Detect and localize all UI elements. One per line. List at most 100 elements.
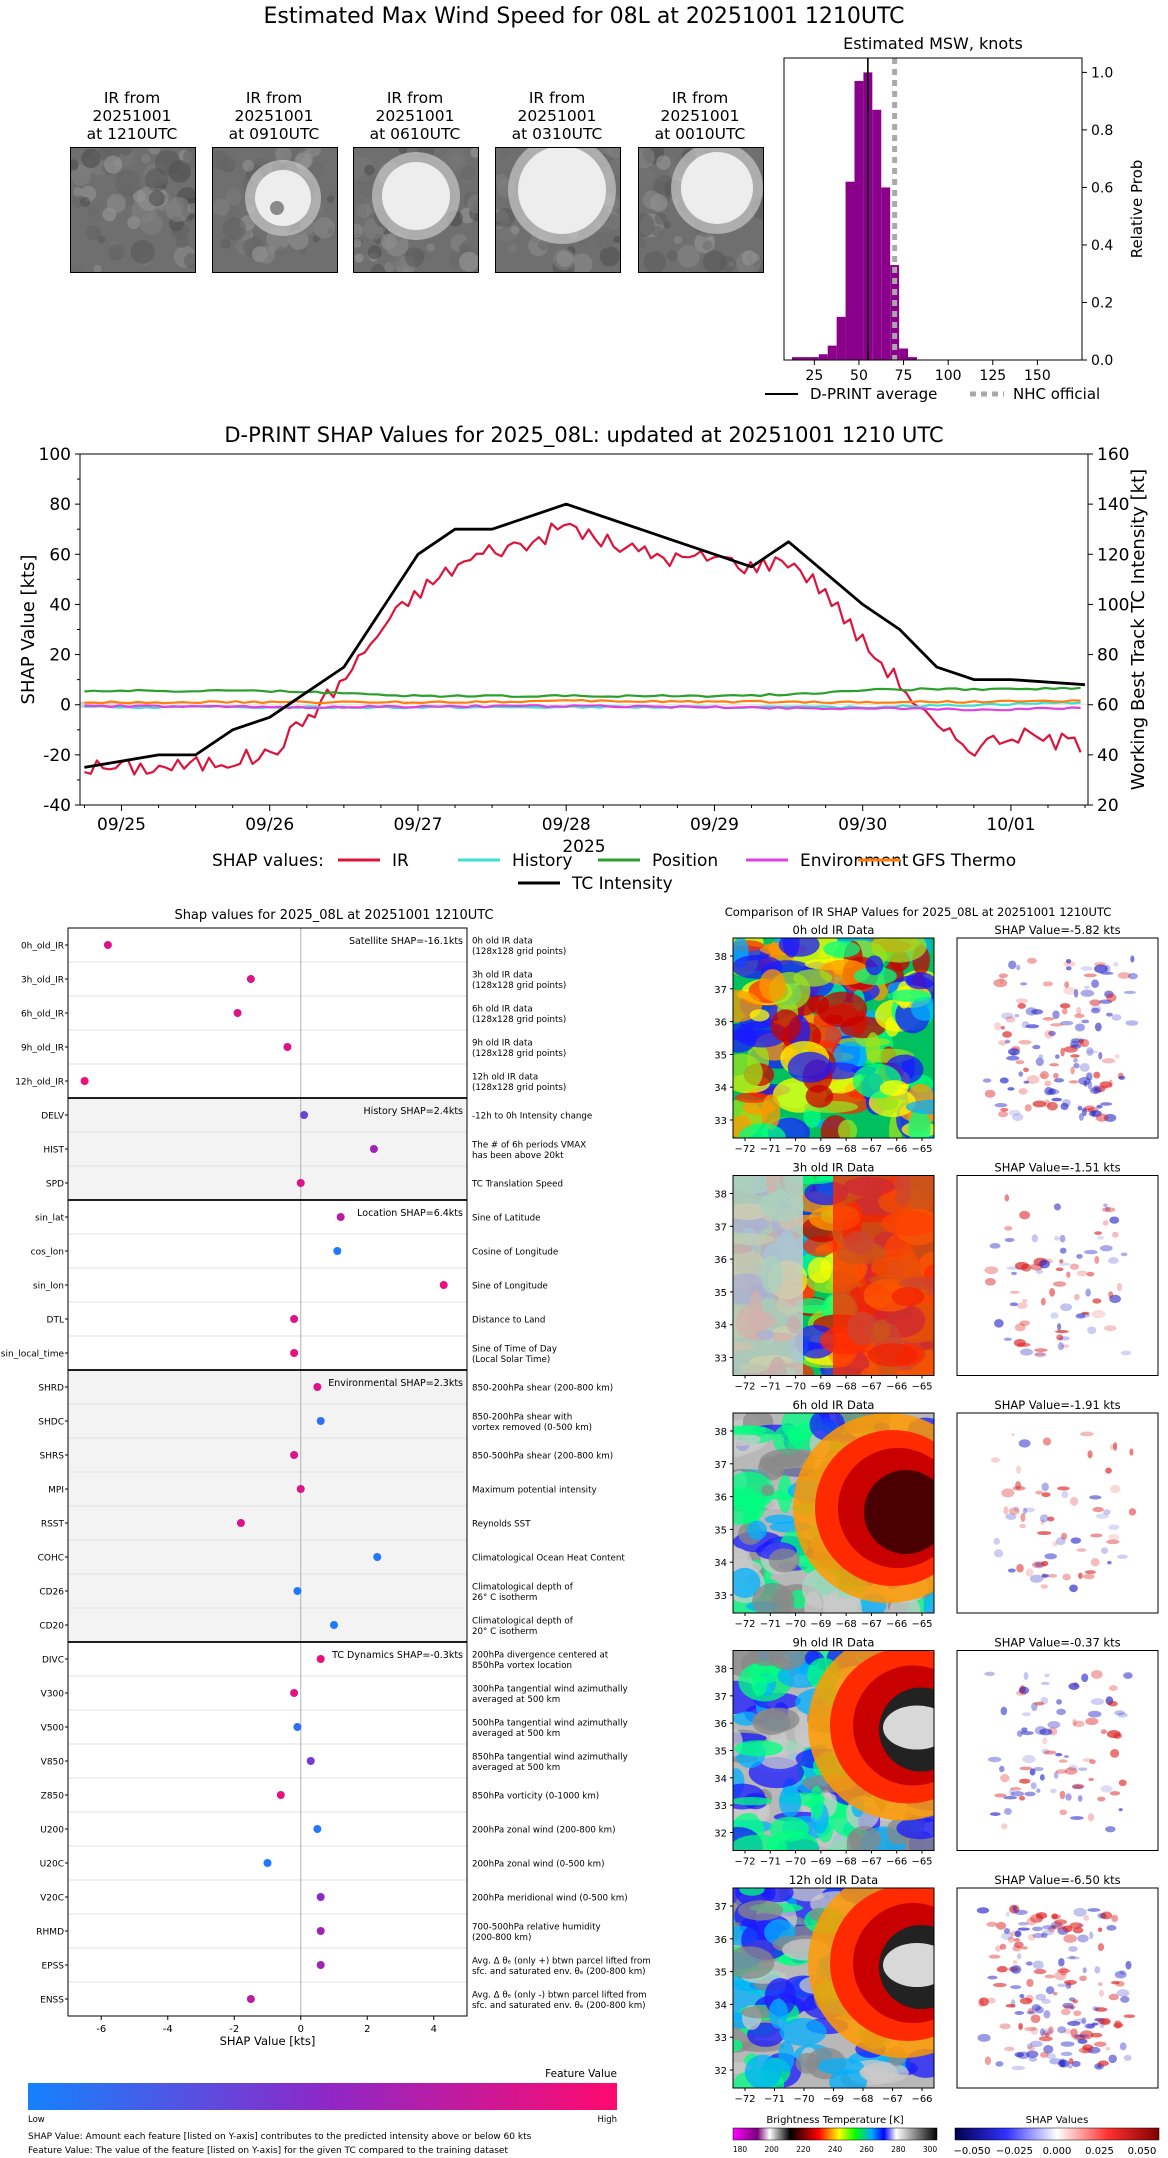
shap-blob [1033,1348,1048,1353]
feature-name: COHC [38,1554,64,1564]
shap-blob [1078,1767,1088,1771]
feature-description: Maximum potential intensity [472,1486,597,1496]
shap-blob [1105,2046,1111,2051]
shap-blob [1120,1350,1132,1356]
feature-dot [316,1655,325,1663]
shap-blob [1123,990,1136,994]
shap-blob [1051,1914,1061,1920]
feature-description: 20° C isotherm [472,1627,537,1637]
msw-x-tick: 125 [979,368,1006,384]
shap-blob [993,1318,1004,1328]
shap-blob [1076,1270,1088,1277]
shap-blob [1054,1971,1067,1981]
shap-blob [1014,1909,1028,1915]
shap-blob [1114,1710,1125,1716]
note-shap-value: SHAP Value: Amount each feature [listed … [28,2132,532,2142]
shap-blob [1093,1085,1098,1095]
shap-blob [1034,1562,1044,1568]
shap-blob [1072,1783,1085,1790]
shap-blob [1114,1970,1127,1979]
ir-y-tick: 37 [714,1692,727,1703]
right-y-tick: 80 [1097,646,1119,666]
ir-x-tick: −69 [823,2094,844,2105]
shap-blob [1091,979,1100,988]
shap-blob [1007,1936,1015,1943]
msw-bar [800,357,810,360]
shap-blob [1013,1506,1020,1512]
ir-y-tick: 33 [714,1591,727,1602]
shap-blob [1073,2034,1086,2040]
msw-histogram: Estimated MSW, knots 25 50 75 100 125 150 0.0 0.… [765,34,1146,403]
shap-blob [1020,982,1028,986]
feature-name: 3h_old_IR [21,976,64,986]
shap-blob [1097,1943,1105,1952]
feature-description: 850hPa vortex location [472,1661,572,1671]
shap-blob [1031,1926,1043,1932]
feature-panel-title: Shap values for 2025_08L at 20251001 121… [174,908,493,923]
shap-blob [1044,1086,1054,1096]
shap-blob [1005,2003,1016,2008]
shap-blob [1068,1682,1080,1690]
shap-blob [1039,1514,1049,1523]
feature-x-label: SHAP Value [kts] [220,2034,316,2048]
ir-y-tick: 35 [714,1050,727,1061]
ir-y-tick: 34 [714,1083,727,1094]
feature-description: Climatological depth of [472,1617,574,1627]
shap-blob [1010,1787,1022,1791]
shap-blob [1109,1791,1121,1796]
feature-name: 0h_old_IR [21,942,64,952]
shap-blob [1108,1533,1120,1541]
ir-panel-title: 6h old IR Data [793,1398,875,1412]
shap-blob [1083,973,1097,978]
shap-blob [1072,1999,1079,2004]
shap-blob [1040,1519,1045,1525]
shap-blob [1123,2054,1132,2061]
shap-blob [1105,1467,1112,1474]
feature-name: V500 [41,1724,65,1734]
right-y-tick: 40 [1097,746,1119,766]
feature-name: ENSS [40,1996,64,2006]
shap-blob [1065,959,1072,964]
feature-description: 0h old IR data [472,937,533,947]
feature-description: The # of 6h periods VMAX [471,1141,586,1151]
shap-blob [1100,1911,1113,1920]
shap-blob [1038,2036,1053,2042]
feature-dot [333,1247,342,1255]
feature-description: 850-200hPa shear with [472,1413,572,1423]
series-line-gfs-thermo [84,699,1081,705]
shap-blob [995,2061,1004,2067]
shap-blob [989,1812,1001,1816]
shap-blob [1010,1791,1025,1797]
shap-blob [1031,1234,1039,1243]
msw-frame [783,57,1083,361]
shap-blob [1072,1718,1077,1727]
shap-blob [1087,1326,1097,1335]
shap-blob [1089,1759,1096,1765]
shap-blob [1057,1323,1062,1331]
shap-blob [1024,2026,1037,2032]
shap-blob [1044,1673,1050,1678]
shap-blob [984,2056,992,2066]
ir-x-tick: −66 [886,1144,907,1155]
shap-blob [1096,1104,1103,1109]
shap-colorbar-label: SHAP Values [1026,2115,1089,2126]
shap-blob [1024,1104,1032,1112]
shap-blob [1109,1484,1121,1494]
shap-blob [1008,1109,1021,1116]
feature-description: Sine of Time of Day [472,1345,557,1355]
shap-blob [1093,1071,1101,1079]
shap-blob [1019,1997,1033,2005]
shap-blob [1042,1737,1048,1745]
shap-blob [1069,1955,1076,1959]
bt-colorbar-label: Brightness Temperature [K] [766,2115,903,2126]
shap-blob [1073,1907,1087,1917]
shap-blob [1069,1997,1076,2002]
shap-blob [1060,1047,1065,1057]
shap-blob [1077,2038,1088,2044]
shap-blob [1059,1259,1064,1264]
ir-y-tick: 34 [714,2000,727,2011]
right-y-tick: 60 [1097,696,1119,716]
ir-x-tick: −72 [734,2094,755,2105]
shap-blob [1011,2065,1026,2071]
shap-blob [1040,1681,1050,1686]
